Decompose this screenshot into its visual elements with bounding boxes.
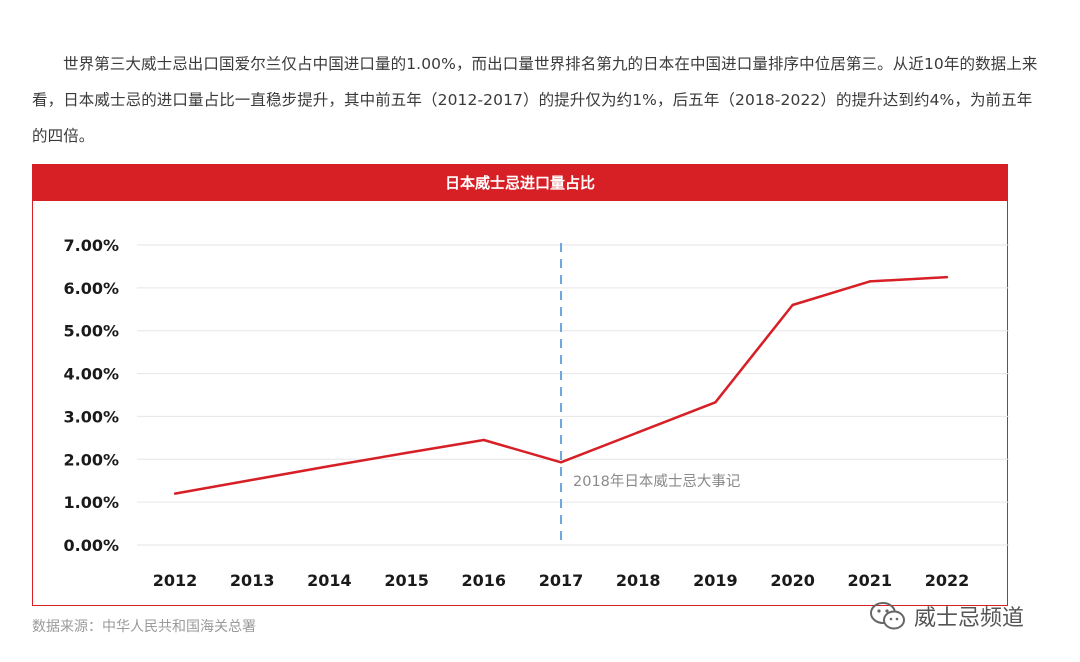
data-point <box>791 303 794 307</box>
intro-paragraph: 世界第三大威士忌出口国爱尔兰仅占中国进口量的1.00%，而出口量世界排名第九的日… <box>32 54 1038 145</box>
chart-title: 日本威士忌进口量占比 <box>33 165 1007 201</box>
watermark: 威士忌频道 <box>868 596 1024 636</box>
data-point <box>328 464 331 468</box>
data-point <box>405 451 408 455</box>
y-tick-label: 2.00% <box>63 450 119 469</box>
x-tick-label: 2014 <box>307 571 352 590</box>
data-point <box>251 478 254 482</box>
data-point <box>559 461 563 464</box>
x-tick-label: 2013 <box>230 571 275 590</box>
x-tick-label: 2017 <box>539 571 584 590</box>
line-chart: 0.00% 1.00% 2.00% 3.00% 4.00% 5.00% 6.00% 7.00%… <box>63 236 1009 590</box>
data-point <box>173 492 177 495</box>
watermark-text: 威士忌频道 <box>914 606 1025 631</box>
chart-frame: 日本威士忌进口量占比 0.00% 1.00% 2.00% 3.00% 4.00% 5.00… <box>32 164 1009 606</box>
data-point <box>868 280 871 283</box>
data-point <box>482 438 485 442</box>
data-point <box>714 401 717 404</box>
y-tick-label: 5.00% <box>63 322 119 341</box>
x-tick-label: 2018 <box>616 571 661 590</box>
x-tick-label: 2021 <box>848 571 893 590</box>
x-tick-label: 2020 <box>770 571 815 590</box>
x-tick-label: 2016 <box>462 571 507 590</box>
annotation-label: 2018年日本威士忌大事记 <box>573 473 740 490</box>
x-tick-label: 2019 <box>693 571 738 590</box>
y-tick-label: 3.00% <box>63 407 119 426</box>
data-point <box>945 275 949 279</box>
x-tick-label: 2015 <box>384 571 429 590</box>
wechat-icon <box>870 602 905 630</box>
data-source: 数据来源：中华人民共和国海关总署 <box>32 619 256 635</box>
x-tick-label: 2012 <box>153 571 198 590</box>
y-tick-label: 4.00% <box>63 365 119 384</box>
y-tick-label: 1.00% <box>63 493 119 512</box>
y-tick-label: 6.00% <box>63 279 119 298</box>
y-tick-label: 0.00% <box>63 536 119 555</box>
y-tick-label: 7.00% <box>63 236 119 255</box>
x-tick-label: 2022 <box>925 571 970 590</box>
data-point <box>637 431 640 434</box>
